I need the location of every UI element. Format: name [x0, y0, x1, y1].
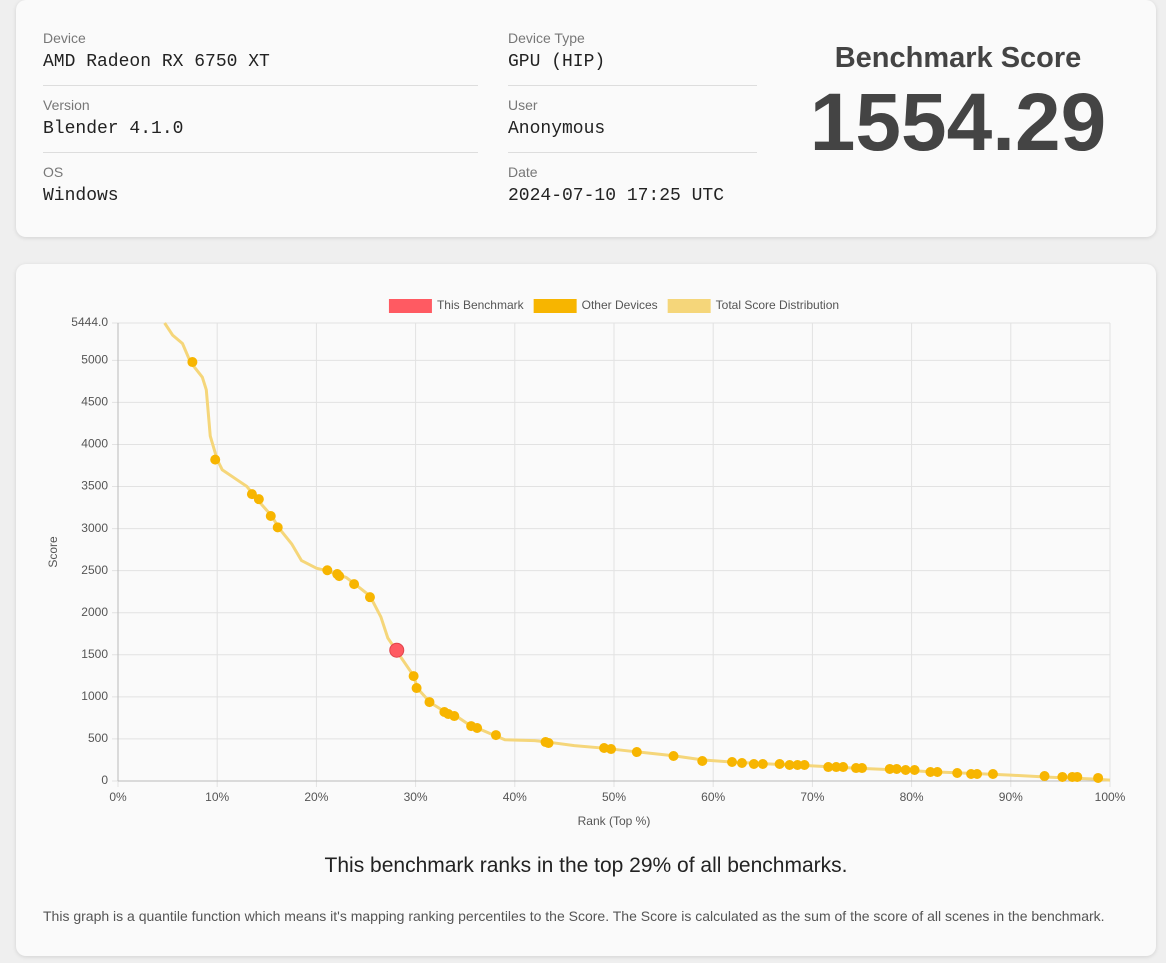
- device-point: [972, 769, 983, 780]
- device-point: [408, 671, 419, 682]
- y-tick-label: 500: [88, 731, 108, 745]
- x-tick-label: 0%: [109, 790, 127, 804]
- x-tick-label: 10%: [205, 790, 229, 804]
- x-tick-label: 50%: [602, 790, 626, 804]
- this-benchmark-point: [389, 642, 405, 658]
- x-tick-label: 40%: [503, 790, 527, 804]
- y-tick-label: 1500: [81, 647, 108, 661]
- separator: [43, 85, 478, 86]
- device-point: [838, 762, 849, 773]
- device-point: [748, 759, 759, 770]
- x-tick-label: 20%: [304, 790, 328, 804]
- device-point: [246, 489, 257, 500]
- y-tick-label: 1000: [81, 689, 108, 703]
- info-card: Device AMD Radeon RX 6750 XT Version Ble…: [16, 0, 1156, 237]
- device-point: [322, 565, 333, 576]
- device-point: [900, 764, 911, 775]
- device-point: [449, 711, 460, 722]
- y-tick-label: 5000: [81, 353, 108, 367]
- device-point: [1072, 771, 1083, 782]
- field-value: AMD Radeon RX 6750 XT: [43, 52, 270, 72]
- y-tick-label: 0: [101, 773, 108, 787]
- field-label: Device Type: [508, 30, 585, 46]
- note: This graph is a quantile function which …: [43, 908, 1105, 924]
- score: 1554.29: [809, 77, 1107, 168]
- x-tick-label: 70%: [800, 790, 824, 804]
- legend-swatch: [667, 299, 711, 313]
- device-point: [891, 763, 902, 774]
- device-point: [736, 757, 747, 768]
- device-point: [187, 357, 198, 368]
- device-point: [411, 683, 422, 694]
- y-tick-label: 2500: [81, 563, 108, 577]
- field-value: Blender 4.1.0: [43, 119, 184, 139]
- legend-label: This Benchmark: [437, 298, 525, 312]
- x-tick-label: 100%: [1095, 790, 1126, 804]
- y-tick-label: 3500: [81, 479, 108, 493]
- device-point: [1057, 771, 1068, 782]
- device-point: [631, 747, 642, 758]
- chart: 0 500 1000 1500 2000 2500 3000 3500 4000 4500 5000…: [46, 298, 1126, 828]
- device-point: [952, 768, 963, 779]
- device-point: [909, 764, 920, 775]
- device-point: [272, 522, 283, 533]
- device-point: [857, 763, 867, 774]
- legend-swatch: [533, 299, 577, 313]
- separator: [43, 152, 478, 153]
- device-point: [364, 592, 375, 603]
- y-axis-title: Score: [46, 536, 60, 568]
- device-point: [1093, 772, 1104, 783]
- legend-swatch: [388, 299, 432, 313]
- x-tick-label: 60%: [701, 790, 725, 804]
- y-tick-label: 3000: [81, 521, 108, 535]
- field-label: OS: [43, 164, 64, 180]
- device-point: [253, 494, 264, 505]
- summary: This benchmark ranks in the top 29% of a…: [324, 854, 848, 877]
- chart-card: 0 500 1000 1500 2000 2500 3000 3500 4000 4500 5000…: [16, 264, 1156, 956]
- x-tick-label: 30%: [404, 790, 428, 804]
- device-point: [727, 756, 738, 767]
- device-point: [799, 760, 810, 771]
- device-point: [697, 755, 708, 766]
- y-tick-label: 4500: [81, 395, 108, 409]
- field-label: Date: [508, 164, 538, 180]
- field-value: GPU (HIP): [508, 52, 606, 72]
- field-label: Device: [43, 30, 86, 46]
- field-label: Version: [43, 97, 90, 113]
- legend-label: Total Score Distribution: [716, 298, 839, 312]
- score-title: Benchmark Score: [834, 42, 1082, 74]
- field-value: Windows: [43, 186, 119, 206]
- y-tick-label: 4000: [81, 437, 108, 451]
- device-point: [757, 759, 768, 770]
- device-point: [472, 722, 483, 733]
- device-point: [490, 730, 501, 741]
- separator: [508, 152, 757, 153]
- device-point: [349, 579, 360, 590]
- device-point: [668, 751, 679, 762]
- device-point: [987, 769, 998, 780]
- device-point: [932, 766, 943, 777]
- device-point: [334, 571, 345, 582]
- field-label: User: [508, 97, 538, 113]
- device-point: [1039, 771, 1050, 782]
- device-point: [265, 510, 276, 521]
- x-tick-label: 90%: [999, 790, 1023, 804]
- legend-label: Other Devices: [582, 298, 658, 312]
- x-tick-label: 80%: [900, 790, 924, 804]
- device-point: [543, 738, 554, 749]
- y-tick-label: 2000: [81, 605, 108, 619]
- device-point: [606, 744, 617, 755]
- separator: [508, 85, 757, 86]
- distribution-line: [163, 322, 1111, 782]
- device-point: [424, 697, 435, 708]
- x-axis-title: Rank (Top %): [578, 814, 651, 828]
- y-tick-label: 5444.0: [71, 315, 108, 329]
- field-value: Anonymous: [508, 119, 606, 139]
- device-point: [210, 454, 221, 465]
- device-point: [774, 759, 785, 770]
- field-value: 2024-07-10 17:25 UTC: [508, 186, 725, 206]
